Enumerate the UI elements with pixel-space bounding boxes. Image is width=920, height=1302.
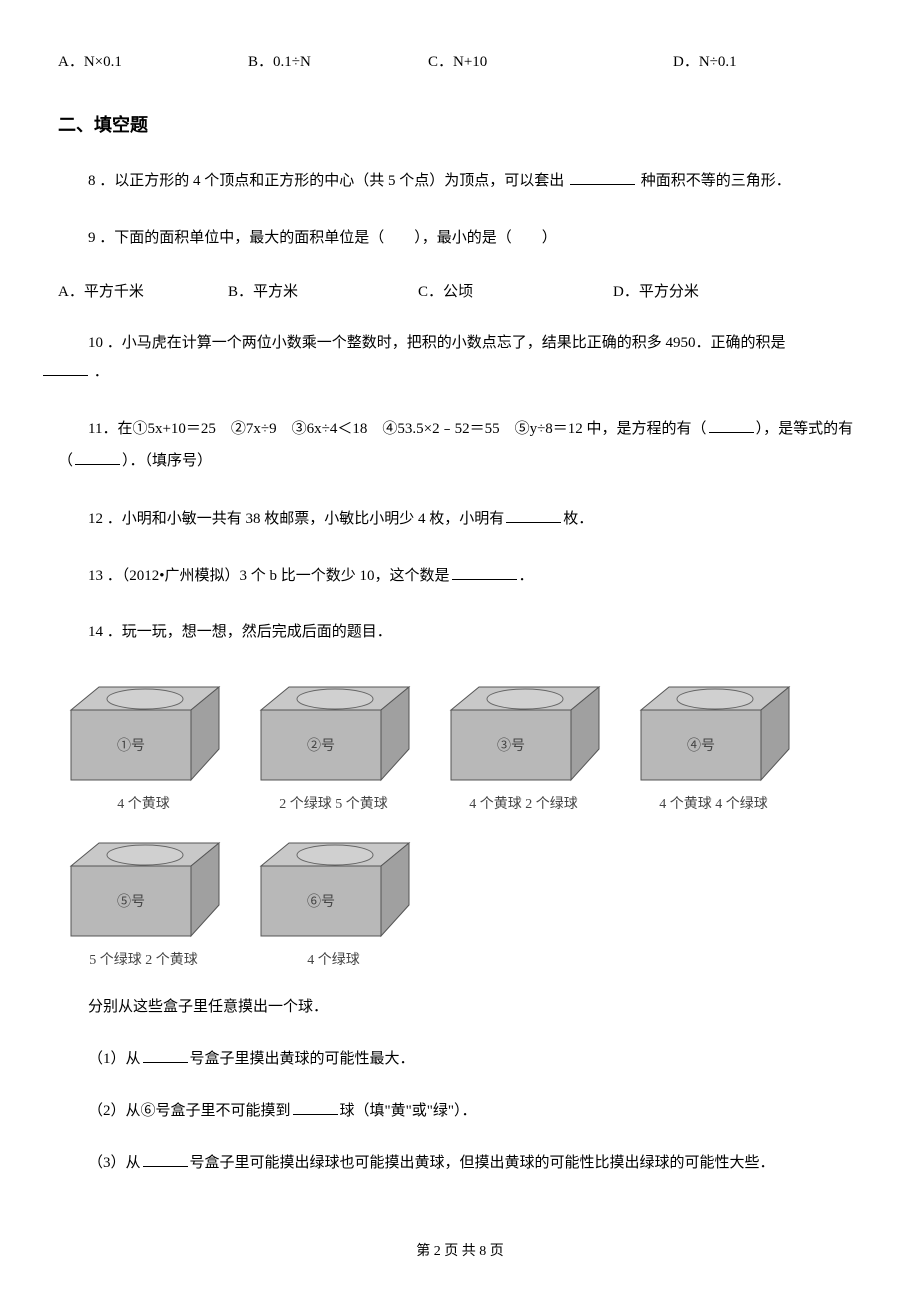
q14-intro: 分别从这些盒子里任意摸出一个球．: [58, 994, 862, 1021]
q10-text: 10 ．小马虎在计算一个两位小数乘一个整数时，把积的小数点忘了，结果比正确的积多…: [88, 335, 786, 351]
question-14: 14 ．玩一玩，想一想，然后完成后面的题目．: [58, 618, 862, 647]
svg-text:⑤号: ⑤号: [117, 894, 145, 910]
q8-text: 8 ．以正方形的 4 个顶点和正方形的中心（共 5 个点）为顶点，可以套出: [88, 173, 564, 189]
svg-text:⑥号: ⑥号: [307, 894, 335, 910]
box-item-3: ③号 4 个黄球 2 个绿球: [446, 675, 601, 813]
box-figure: ①号: [66, 675, 221, 785]
q14s1a: （1）从: [88, 1051, 141, 1067]
option-b: B．0.1÷N: [248, 50, 428, 71]
q11-p3: ）．（填序号）: [122, 453, 212, 469]
box-figure: ⑤号: [66, 831, 221, 941]
option-a: A．N×0.1: [58, 50, 248, 71]
q14-sub1: （1）从 号盒子里摸出黄球的可能性最大．: [58, 1046, 862, 1073]
blank: [506, 522, 561, 523]
box-figure: ③号: [446, 675, 601, 785]
box-caption: 4 个黄球 4 个绿球: [659, 793, 768, 813]
q7-options: A．N×0.1 B．0.1÷N C．N+10 D．N÷0.1: [58, 50, 862, 71]
question-8: 8 ．以正方形的 4 个顶点和正方形的中心（共 5 个点）为顶点，可以套出 种面…: [58, 167, 862, 196]
box-item-6: ⑥号 4 个绿球: [256, 831, 411, 969]
box-item-2: ②号 2 个绿球 5 个黄球: [256, 675, 411, 813]
blank: [293, 1114, 338, 1115]
question-9: 9 ．下面的面积单位中，最大的面积单位是（ ），最小的是（ ）: [58, 224, 862, 253]
option-b: B．平方米: [228, 280, 418, 301]
q9-options: A．平方千米 B．平方米 C．公顷 D．平方分米: [58, 280, 862, 301]
box-item-5: ⑤号 5 个绿球 2 个黄球: [66, 831, 221, 969]
q12-p2: 枚．: [563, 511, 593, 527]
q14s3b: 号盒子里可能摸出绿球也可能摸出黄球，但摸出黄球的可能性比摸出绿球的可能性大些．: [190, 1155, 775, 1171]
q13-p1: 13 ．（2012•广州模拟）3 个 b 比一个数少 10，这个数是: [88, 568, 450, 584]
blank: [143, 1166, 188, 1167]
svg-text:③号: ③号: [497, 738, 525, 754]
blank: [143, 1062, 188, 1063]
q14s2a: （2）从⑥号盒子里不可能摸到: [88, 1103, 291, 1119]
box-caption: 4 个黄球: [117, 793, 170, 813]
q14-sub2: （2）从⑥号盒子里不可能摸到 球（填"黄"或"绿"）．: [58, 1098, 862, 1125]
blank: [43, 375, 88, 376]
box-item-1: ①号 4 个黄球: [66, 675, 221, 813]
box-caption: 2 个绿球 5 个黄球: [279, 793, 388, 813]
svg-text:①号: ①号: [117, 738, 145, 754]
section-2-header: 二、填空题: [58, 111, 862, 137]
q14s1b: 号盒子里摸出黄球的可能性最大．: [190, 1051, 415, 1067]
option-d: D．平方分米: [613, 280, 699, 301]
box-caption: 4 个绿球: [307, 949, 360, 969]
boxes-container: ①号 4 个黄球 ②号 2 个绿球 5 个黄球 ③号 4 个黄球 2 个绿球 ④号 4 个黄球…: [58, 675, 862, 969]
svg-text:②号: ②号: [307, 738, 335, 754]
page-footer: 第 2 页 共 8 页: [0, 1240, 920, 1260]
option-a: A．平方千米: [58, 280, 228, 301]
question-10: 10 ．小马虎在计算一个两位小数乘一个整数时，把积的小数点忘了，结果比正确的积多…: [58, 329, 862, 386]
box-caption: 5 个绿球 2 个黄球: [89, 949, 198, 969]
q10-tail: ．: [94, 364, 109, 380]
q11-p1: 11．在①5x+10＝25 ②7x÷9 ③6x÷4＜18 ④53.5×2﹣52＝…: [88, 421, 707, 437]
option-d: D．N÷0.1: [673, 50, 737, 71]
option-c: C．公顷: [418, 280, 613, 301]
box-figure: ⑥号: [256, 831, 411, 941]
q8-tail: 种面积不等的三角形．: [641, 173, 791, 189]
question-11: 11．在①5x+10＝25 ②7x÷9 ③6x÷4＜18 ④53.5×2﹣52＝…: [58, 414, 862, 477]
option-c: C．N+10: [428, 50, 673, 71]
q14s3a: （3）从: [88, 1155, 141, 1171]
question-13: 13 ．（2012•广州模拟）3 个 b 比一个数少 10，这个数是 ．: [58, 562, 862, 591]
box-figure: ④号: [636, 675, 791, 785]
blank: [709, 432, 754, 433]
q14-sub3: （3）从 号盒子里可能摸出绿球也可能摸出黄球，但摸出黄球的可能性比摸出绿球的可能性…: [58, 1150, 862, 1177]
blank: [452, 579, 517, 580]
blank: [75, 464, 120, 465]
q13-p2: ．: [519, 568, 534, 584]
svg-text:④号: ④号: [687, 738, 715, 754]
blank: [570, 184, 635, 185]
question-12: 12 ．小明和小敏一共有 38 枚邮票，小敏比小明少 4 枚，小明有 枚．: [58, 505, 862, 534]
box-figure: ②号: [256, 675, 411, 785]
box-item-4: ④号 4 个黄球 4 个绿球: [636, 675, 791, 813]
q12-p1: 12 ．小明和小敏一共有 38 枚邮票，小敏比小明少 4 枚，小明有: [88, 511, 504, 527]
box-caption: 4 个黄球 2 个绿球: [469, 793, 578, 813]
q14s2b: 球（填"黄"或"绿"）．: [340, 1103, 477, 1119]
